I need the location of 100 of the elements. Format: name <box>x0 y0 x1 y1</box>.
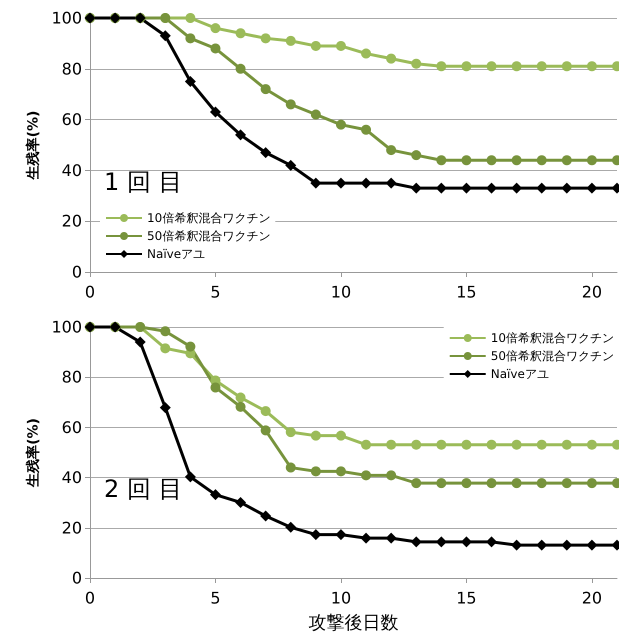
point <box>184 76 196 87</box>
point <box>410 536 422 548</box>
point <box>512 440 522 450</box>
point <box>436 536 447 548</box>
point <box>562 61 572 72</box>
point <box>386 470 396 480</box>
point <box>586 440 597 450</box>
y-tick-label: 20 <box>62 212 82 231</box>
point <box>486 536 498 548</box>
point <box>562 478 572 488</box>
point <box>134 336 146 348</box>
point <box>285 522 296 533</box>
x-tick-label: 10 <box>330 588 352 608</box>
point <box>260 147 272 158</box>
point <box>236 402 246 412</box>
point <box>185 13 196 23</box>
point <box>486 61 497 72</box>
y-tick-label: 60 <box>62 110 82 130</box>
point <box>361 48 372 59</box>
point <box>536 478 547 488</box>
point <box>185 342 196 352</box>
y-tick-label: 60 <box>62 418 82 437</box>
y-tick-label: 20 <box>62 518 82 538</box>
y-tick-label: 80 <box>62 368 82 387</box>
annotation: 1 回 目 <box>104 168 183 196</box>
point <box>436 61 446 72</box>
legend-label: Naïveアユ <box>490 367 549 381</box>
point <box>336 40 346 51</box>
point <box>210 23 220 34</box>
point <box>260 425 271 436</box>
x-tick-label: 20 <box>582 282 602 302</box>
point <box>461 440 472 450</box>
y-axis-title: 生残率(%) <box>24 418 42 488</box>
x-tick-label: 10 <box>330 282 352 302</box>
point <box>536 540 548 551</box>
point <box>336 430 346 441</box>
y-tick-label: 0 <box>72 262 82 282</box>
point <box>410 182 422 194</box>
point <box>160 30 171 42</box>
point <box>461 155 472 166</box>
y-tick-label: 40 <box>62 160 82 180</box>
point <box>536 440 547 450</box>
point <box>310 529 322 540</box>
point <box>411 150 422 160</box>
point <box>436 478 446 488</box>
point <box>411 58 422 69</box>
point <box>335 529 346 540</box>
point <box>260 33 271 44</box>
point <box>210 43 220 54</box>
point <box>160 402 171 414</box>
point <box>586 155 597 166</box>
point <box>386 145 396 156</box>
point <box>511 182 522 194</box>
x-tick-label: 15 <box>456 588 477 608</box>
point <box>260 510 272 522</box>
point <box>260 406 271 416</box>
point <box>461 478 472 488</box>
y-axis-title: 生残率(%) <box>24 110 42 180</box>
point <box>486 478 497 488</box>
point <box>586 182 598 194</box>
point <box>310 430 321 441</box>
point <box>235 496 246 508</box>
point <box>286 99 296 110</box>
point <box>184 471 196 482</box>
point <box>486 440 497 450</box>
point <box>386 178 397 189</box>
point <box>360 532 372 544</box>
point <box>460 536 472 548</box>
point <box>361 470 372 480</box>
point <box>310 40 321 51</box>
point <box>486 182 498 194</box>
point <box>561 540 572 551</box>
point <box>361 440 372 450</box>
point <box>160 343 170 354</box>
point <box>536 61 547 72</box>
point <box>260 84 271 94</box>
point <box>360 178 372 189</box>
point <box>436 182 447 194</box>
point <box>386 54 396 64</box>
point <box>185 33 196 44</box>
legend-label: 10倍希釈混合ワクチン <box>490 331 614 345</box>
x-tick-label: 5 <box>210 588 221 608</box>
point <box>386 532 397 544</box>
point <box>436 155 446 166</box>
point <box>285 160 296 171</box>
point <box>335 178 346 189</box>
point <box>236 392 246 403</box>
point <box>286 462 296 473</box>
point <box>512 61 522 72</box>
point <box>536 182 548 194</box>
y-tick-label: 0 <box>72 568 82 588</box>
y-tick-label: 100 <box>51 318 82 336</box>
point <box>286 427 296 438</box>
point <box>210 106 221 118</box>
point <box>310 466 321 476</box>
point <box>486 155 497 166</box>
point <box>386 440 396 450</box>
point <box>286 36 296 46</box>
point <box>586 478 597 488</box>
point <box>235 129 246 140</box>
